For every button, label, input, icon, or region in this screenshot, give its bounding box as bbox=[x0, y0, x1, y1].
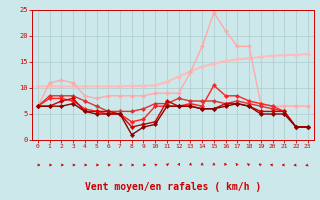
Text: Vent moyen/en rafales ( km/h ): Vent moyen/en rafales ( km/h ) bbox=[85, 182, 261, 192]
